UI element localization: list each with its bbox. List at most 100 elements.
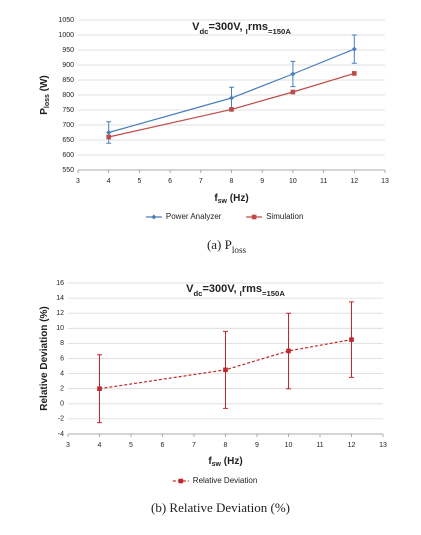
y-tick-label: -2 [58, 416, 64, 423]
x-tick-label: 3 [66, 442, 70, 449]
chart-title: Vdc=300V, Irms=150A [192, 21, 291, 36]
marker [97, 386, 102, 391]
y-axis-label: Ploss (W) [39, 75, 52, 115]
y-tick-label: 1000 [58, 32, 74, 39]
caption-part: (b) Relative Deviation (%) [151, 500, 290, 515]
chart-title-part: V [186, 283, 194, 295]
caption: (a) Ploss [207, 237, 247, 255]
x-tick-label: 9 [260, 178, 264, 185]
chart-title-part: =150A [268, 27, 291, 36]
x-tick-label: 3 [76, 178, 80, 185]
caption-part: loss [232, 245, 247, 255]
y-tick-label: 10 [56, 325, 64, 332]
chart-title-part: dc [193, 289, 203, 298]
y-tick-label: 650 [62, 137, 74, 144]
series-line [99, 339, 352, 390]
marker [251, 214, 257, 220]
y-tick-label: 800 [62, 92, 74, 99]
x-tick-label: 6 [161, 442, 165, 449]
x-tick-label: 12 [350, 178, 358, 185]
x-tick-label: 5 [137, 178, 141, 185]
marker [349, 337, 354, 342]
x-tick-label: 13 [381, 178, 389, 185]
chart-title-part: =300V, [202, 283, 239, 295]
x-tick-label: 11 [316, 442, 323, 449]
marker [290, 71, 296, 77]
y-axis-label-part: P [39, 108, 50, 115]
chart-title-part: =300V, [208, 21, 245, 33]
x-axis-label: fsw (Hz) [214, 193, 248, 206]
chart-title-part: I [246, 27, 248, 36]
legend-label: Simulation [266, 212, 303, 221]
x-tick-label: 7 [199, 178, 203, 185]
x-tick-label: 8 [224, 442, 228, 449]
chart-title-part: dc [199, 27, 209, 36]
y-axis-label: Relative Deviation (%) [39, 306, 50, 410]
chart-title-part: I [240, 289, 242, 298]
y-tick-label: 16 [56, 280, 64, 287]
marker [290, 89, 296, 95]
y-tick-label: 14 [56, 295, 64, 302]
legend-label: Power Analyzer [166, 212, 222, 221]
x-tick-label: 8 [230, 178, 234, 185]
y-tick-label: 2 [60, 386, 64, 393]
x-tick-label: 9 [255, 442, 259, 449]
chart-title-part: rms [248, 21, 268, 33]
x-axis-label-part: f [214, 193, 218, 204]
chart-title-part: V [192, 21, 200, 33]
x-axis-label-part: sw [212, 461, 222, 468]
y-tick-label: 6 [60, 355, 64, 362]
chart-title: Vdc=300V, Irms=150A [186, 283, 285, 298]
x-axis-label: fsw (Hz) [208, 456, 242, 469]
marker [229, 95, 234, 101]
x-tick-label: 10 [289, 178, 297, 185]
marker [106, 134, 111, 140]
y-tick-label: -4 [58, 431, 64, 438]
marker [178, 478, 184, 484]
chart-title-part: rms [242, 283, 262, 295]
marker [106, 130, 112, 135]
y-tick-label: 4 [60, 370, 64, 377]
caption-part: (a) P [207, 237, 232, 252]
y-tick-label: 0 [60, 401, 64, 408]
y-tick-label: 850 [62, 77, 74, 84]
caption: (b) Relative Deviation (%) [151, 500, 290, 515]
x-tick-label: 7 [192, 442, 196, 449]
y-tick-label: 550 [62, 167, 74, 174]
y-tick-label: 1050 [58, 17, 74, 24]
x-tick-label: 4 [98, 442, 102, 449]
y-axis-label-part: Relative Deviation (%) [39, 306, 50, 410]
x-tick-label: 5 [129, 442, 133, 449]
y-tick-label: 8 [60, 340, 64, 347]
x-tick-label: 4 [107, 178, 111, 185]
series-line [108, 72, 355, 138]
marker [352, 71, 357, 76]
chart-title-part: =150A [262, 289, 285, 298]
x-axis-label-part: sw [218, 198, 228, 205]
x-tick-label: 13 [379, 442, 387, 449]
x-tick-label: 11 [320, 178, 327, 185]
y-tick-label: 700 [62, 122, 74, 129]
y-tick-label: 600 [62, 152, 74, 159]
legend-label: Relative Deviation [193, 476, 257, 485]
x-axis-label-part: (Hz) [221, 456, 243, 467]
marker [286, 348, 291, 354]
x-axis-label-part: f [208, 456, 212, 467]
marker [223, 367, 228, 373]
y-tick-label: 900 [62, 62, 74, 69]
marker [229, 107, 234, 112]
series-line [108, 48, 355, 134]
y-axis-label-part: loss [44, 94, 51, 108]
marker [351, 46, 357, 52]
y-axis-label-part: (W) [39, 75, 50, 94]
x-tick-label: 6 [168, 178, 172, 185]
x-tick-label: 12 [348, 442, 356, 449]
y-tick-label: 12 [56, 310, 64, 317]
y-tick-label: 950 [62, 47, 74, 54]
y-tick-label: 750 [62, 107, 74, 114]
x-tick-label: 10 [285, 442, 293, 449]
marker [151, 214, 157, 220]
x-axis-label-part: (Hz) [227, 193, 249, 204]
